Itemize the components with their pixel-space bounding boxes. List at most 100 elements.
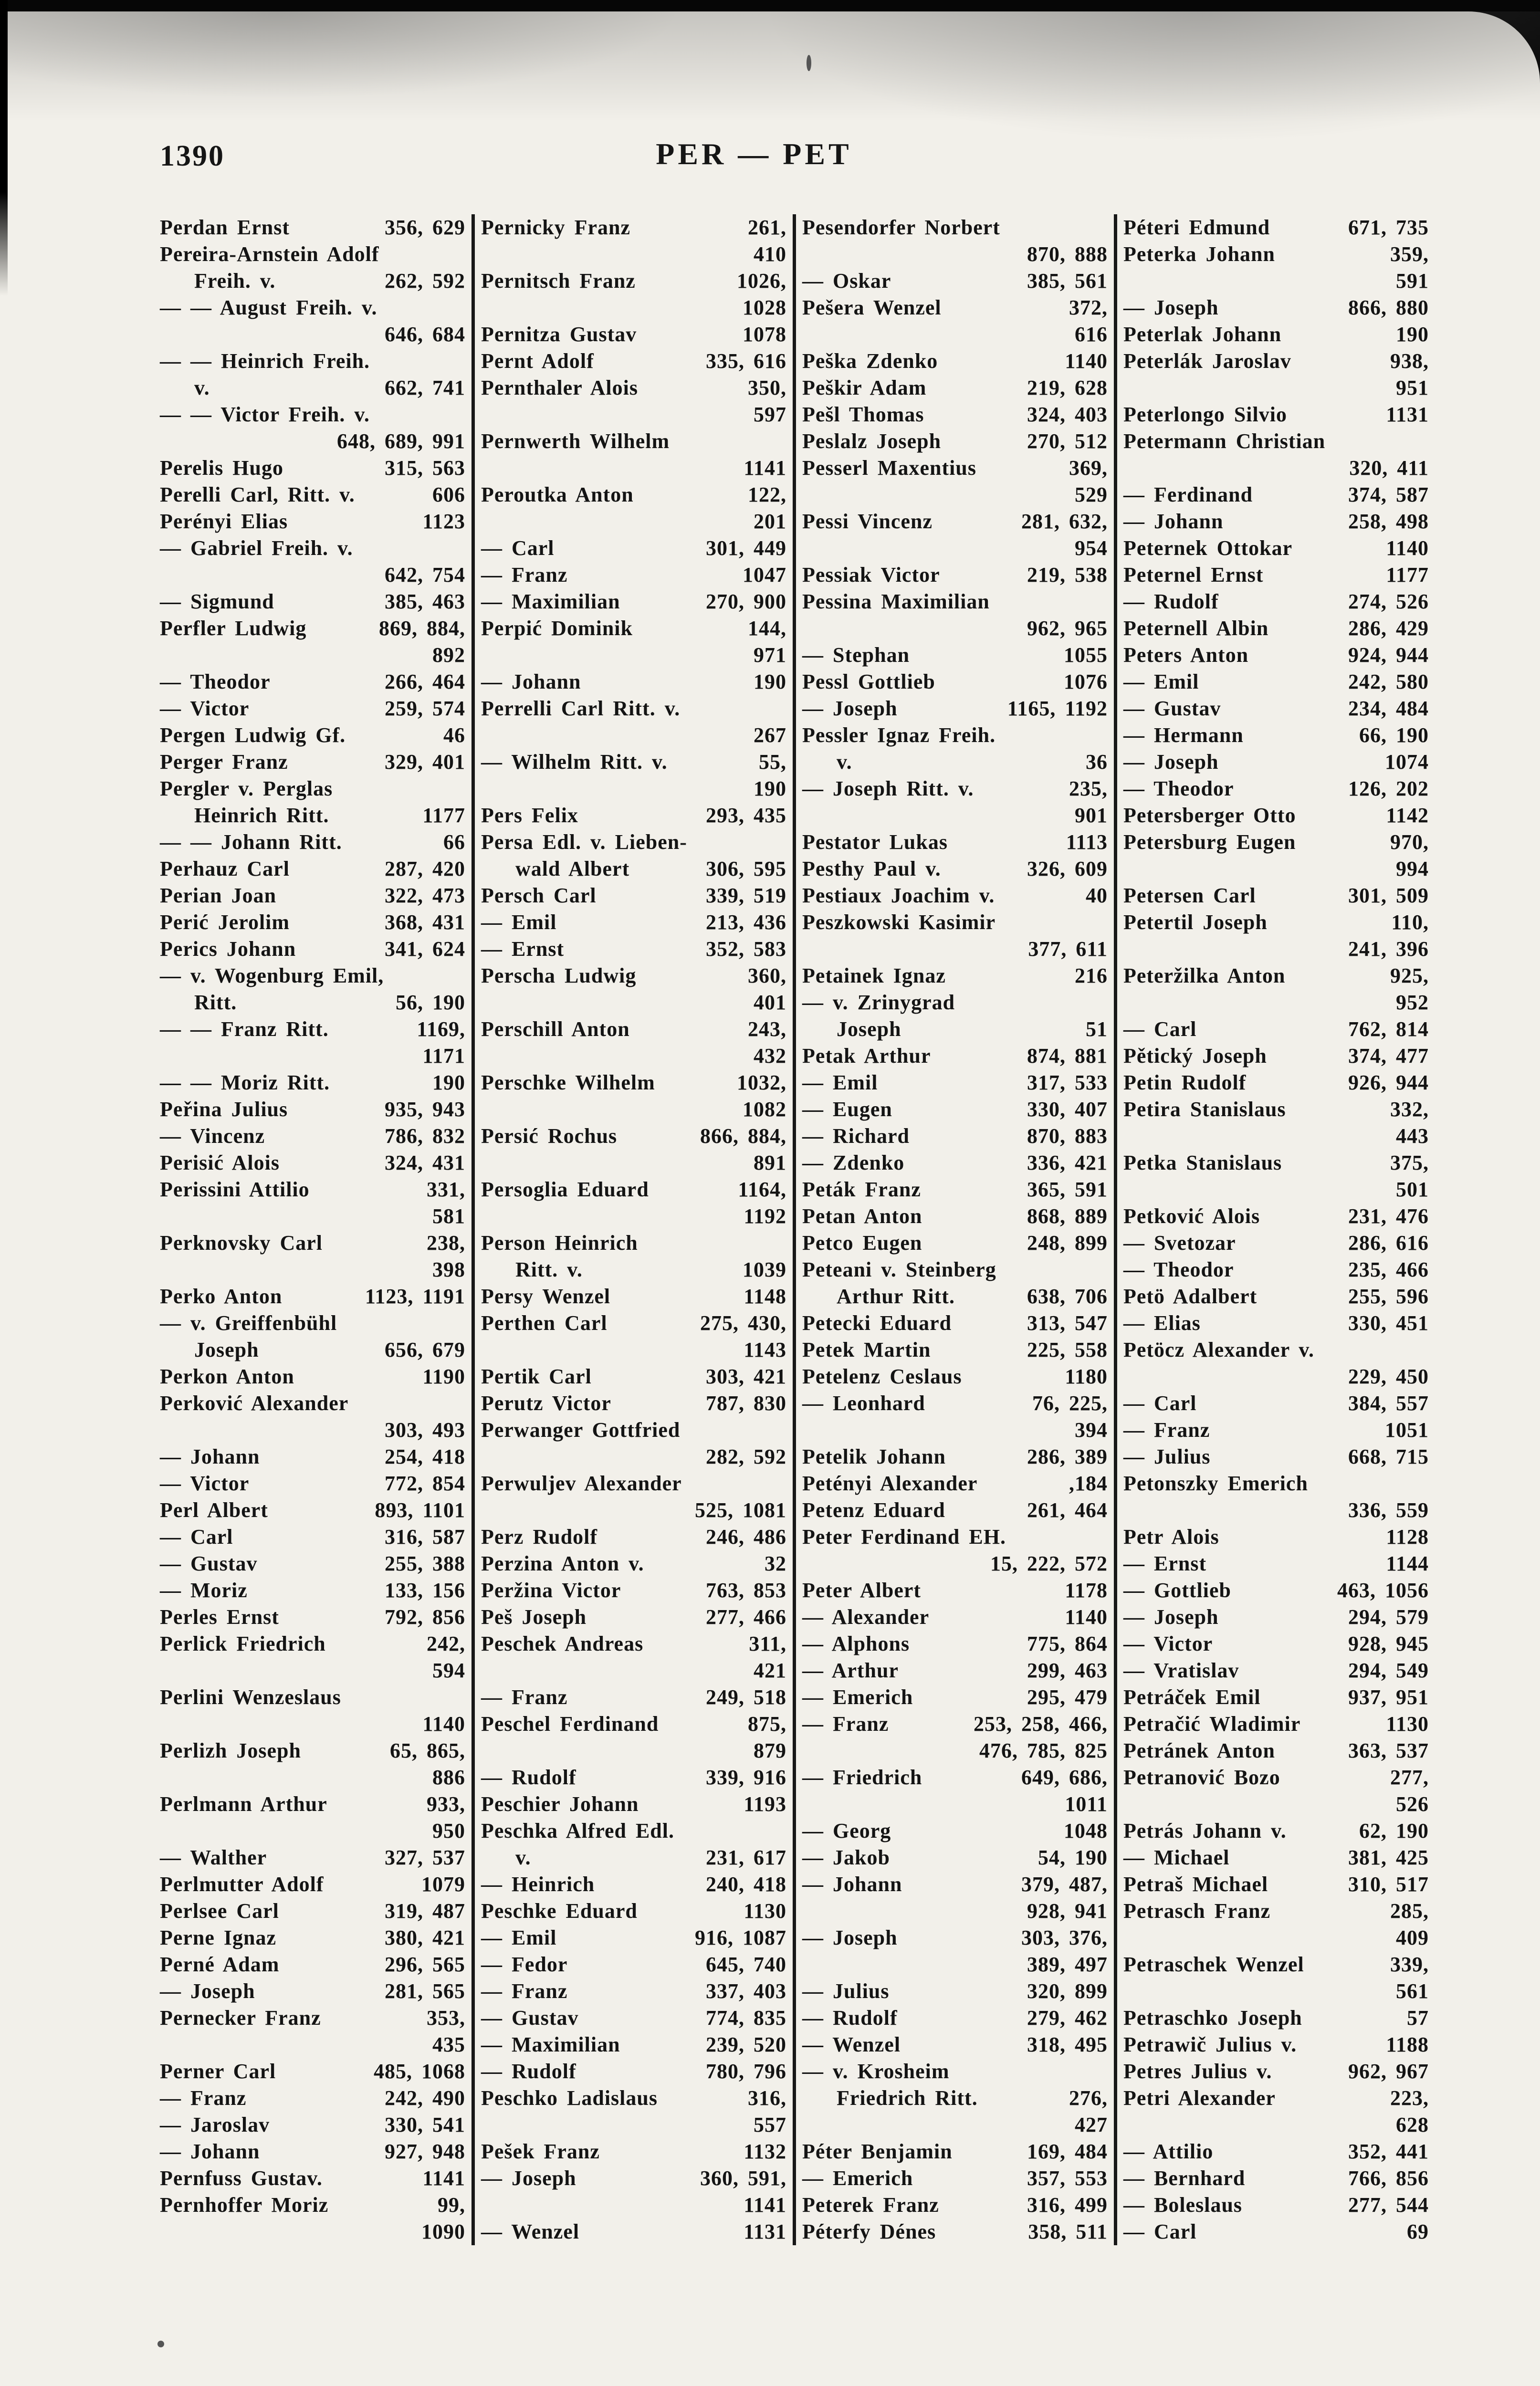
entry-name: Petira Stanislaus xyxy=(1123,1098,1286,1121)
entry-name: Peterlák Jaroslav xyxy=(1123,349,1291,373)
entry-name: Pessi Vincenz xyxy=(802,510,932,533)
entry-page-numbers: 398 xyxy=(432,1258,465,1281)
entry-name: Perutz Victor xyxy=(481,1392,611,1415)
entry-page-numbers: 329, 401 xyxy=(385,750,465,774)
entry-name: — Emerich xyxy=(802,1685,913,1709)
index-entry-line: — Rudolf 274, 526 xyxy=(1123,588,1429,615)
entry-page-numbers: 360, xyxy=(748,964,786,987)
entry-page-numbers: 401 xyxy=(754,991,786,1014)
index-entry-line: Pernhoffer Moriz 99, xyxy=(160,2192,465,2219)
entry-page-numbers: 235, 466 xyxy=(1348,1258,1429,1281)
entry-name: Perković Alexander xyxy=(160,1392,349,1415)
index-entry-line: — v. Wogenburg Emil, xyxy=(160,963,465,989)
entry-page-numbers: 242, xyxy=(427,1632,465,1655)
index-entry-line: Heinrich Ritt. 1177 xyxy=(160,802,465,829)
index-entry-line: — Emerich 357, 553 xyxy=(802,2165,1108,2192)
entry-page-numbers: 234, 484 xyxy=(1348,697,1429,720)
index-entry-line: — Georg 1048 xyxy=(802,1818,1108,1844)
index-entry-line: Petco Eugen 248, 899 xyxy=(802,1230,1108,1256)
index-entry-line: Joseph 656, 679 xyxy=(160,1337,465,1363)
index-entry-line: — Theodor 126, 202 xyxy=(1123,775,1429,802)
entry-name: Pertik Carl xyxy=(481,1365,592,1388)
entry-name: Petránek Anton xyxy=(1123,1739,1275,1762)
index-entry-line: Pessl Gottlieb 1076 xyxy=(802,669,1108,695)
index-entry-line: 642, 754 xyxy=(160,562,465,588)
entry-name: Petek Martin xyxy=(802,1338,931,1361)
index-entry-line: 954 xyxy=(802,535,1108,562)
index-entry-line: 377, 611 xyxy=(802,936,1108,963)
entry-page-numbers: 869, 884, xyxy=(379,617,465,640)
index-entry-line: Person Heinrich xyxy=(481,1230,786,1256)
index-entry-line: Perlizh Joseph 65, 865, xyxy=(160,1737,465,1764)
entry-name: Petrás Johann v. xyxy=(1123,1819,1287,1842)
entry-name: Peržina Victor xyxy=(481,1579,621,1602)
entry-name: Perko Anton xyxy=(160,1285,283,1308)
index-entry-line: Pesthy Paul v. 326, 609 xyxy=(802,856,1108,882)
entry-page-numbers: 324, 403 xyxy=(1027,403,1108,426)
entry-name: Perlizh Joseph xyxy=(160,1739,301,1762)
index-entry-line: Petonszky Emerich xyxy=(1123,1470,1429,1497)
entry-page-numbers: 1177 xyxy=(422,804,465,827)
entry-page-numbers: 303, 493 xyxy=(385,1418,465,1442)
index-entry-line: — Vratislav 294, 549 xyxy=(1123,1657,1429,1684)
entry-page-numbers: 294, 549 xyxy=(1348,1659,1429,1682)
index-entry-line: 1082 xyxy=(481,1096,786,1123)
index-entry-line: — Oskar 385, 561 xyxy=(802,268,1108,294)
entry-name: — Carl xyxy=(1123,1017,1197,1041)
entry-page-numbers: 330, 407 xyxy=(1027,1098,1108,1121)
entry-name: Perl Albert xyxy=(160,1498,268,1522)
entry-name: Perics Johann xyxy=(160,937,296,961)
entry-name: — Gabriel Freih. v. xyxy=(160,536,353,560)
entry-name: — — Johann Ritt. xyxy=(160,830,342,854)
entry-page-numbers: 69 xyxy=(1407,2220,1429,2243)
entry-page-numbers: 122, xyxy=(748,483,786,506)
entry-page-numbers: 1074 xyxy=(1385,750,1429,774)
entry-name: Peškir Adam xyxy=(802,376,927,399)
entry-page-numbers: 642, 754 xyxy=(385,563,465,586)
index-entry-line: — Richard 870, 883 xyxy=(802,1123,1108,1150)
entry-page-numbers: 525, 1081 xyxy=(695,1498,786,1522)
entry-page-numbers: 935, 943 xyxy=(385,1098,465,1121)
entry-name: — — Heinrich Freih. xyxy=(160,349,370,373)
index-entry-line: Pernthaler Alois 350, xyxy=(481,375,786,401)
entry-page-numbers: 628 xyxy=(1396,2113,1429,2136)
entry-page-numbers: 259, 574 xyxy=(385,697,465,720)
index-entry-line: — Michael 381, 425 xyxy=(1123,1844,1429,1871)
index-entry-line: 320, 411 xyxy=(1123,455,1429,481)
index-entry-line: Peterlak Johann 190 xyxy=(1123,321,1429,348)
index-entry-line: 336, 559 xyxy=(1123,1497,1429,1524)
entry-name: Petöcz Alexander v. xyxy=(1123,1338,1314,1361)
index-entry-line: — Johann 379, 487, xyxy=(802,1871,1108,1898)
entry-name: Peter Ferdinand EH. xyxy=(802,1525,1006,1549)
index-entry-line: Peřina Julius 935, 943 xyxy=(160,1096,465,1123)
index-entry-line: Petr Alois 1128 xyxy=(1123,1524,1429,1550)
entry-name: — Johann xyxy=(1123,510,1224,533)
index-entry-line: 1143 xyxy=(481,1337,786,1363)
index-entry-line: — Moriz 133, 156 xyxy=(160,1577,465,1604)
index-entry-line: Peterlák Jaroslav 938, xyxy=(1123,348,1429,375)
entry-name: Perzina Anton v. xyxy=(481,1552,644,1575)
entry-page-numbers: 339, 519 xyxy=(706,884,786,907)
entry-page-numbers: 238, xyxy=(427,1231,465,1255)
index-entry-line: — Boleslaus 277, 544 xyxy=(1123,2192,1429,2219)
index-entry-line: Peschka Alfred Edl. xyxy=(481,1818,786,1844)
index-entry-line: 971 xyxy=(481,642,786,669)
entry-page-numbers: 190 xyxy=(754,670,786,693)
entry-name: Perlini Wenzeslaus xyxy=(160,1685,341,1709)
index-entry-line: Pešek Franz 1132 xyxy=(481,2138,786,2165)
index-entry-line: — — Heinrich Freih. xyxy=(160,348,465,375)
entry-page-numbers: 1140 xyxy=(1386,536,1429,560)
index-entry-line: 409 xyxy=(1123,1925,1429,1951)
index-entry-line: — Carl 301, 449 xyxy=(481,535,786,562)
index-entry-line: — Fedor 645, 740 xyxy=(481,1951,786,1978)
entry-page-numbers: 886 xyxy=(432,1766,465,1789)
entry-page-numbers: 962, 967 xyxy=(1348,2060,1429,2083)
entry-page-numbers: 36 xyxy=(1086,750,1108,774)
index-column: Pernicky Franz 261, 410 Pernitsch Franz 1026… xyxy=(471,214,786,2245)
entry-name: — Jakob xyxy=(802,1846,890,1869)
entry-page-numbers: 962, 965 xyxy=(1027,617,1108,640)
index-entry-line: 879 xyxy=(481,1737,786,1764)
entry-page-numbers: 1026, xyxy=(737,269,786,293)
entry-name: Pešek Franz xyxy=(481,2140,600,2163)
index-entry-line: — Franz 337, 403 xyxy=(481,1978,786,2005)
